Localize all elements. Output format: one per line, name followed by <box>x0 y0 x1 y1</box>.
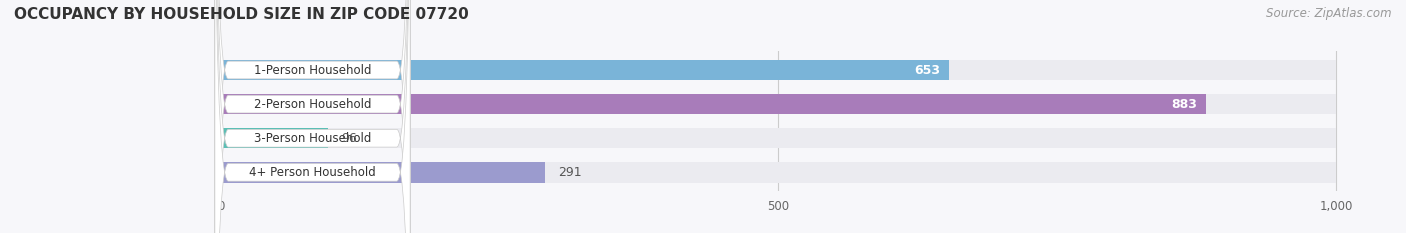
Text: 653: 653 <box>914 64 941 76</box>
Text: Source: ZipAtlas.com: Source: ZipAtlas.com <box>1267 7 1392 20</box>
Text: 96: 96 <box>342 132 357 145</box>
Text: 3-Person Household: 3-Person Household <box>254 132 371 145</box>
Text: OCCUPANCY BY HOUSEHOLD SIZE IN ZIP CODE 07720: OCCUPANCY BY HOUSEHOLD SIZE IN ZIP CODE … <box>14 7 468 22</box>
Bar <box>221 94 1205 114</box>
Text: 4+ Person Household: 4+ Person Household <box>249 166 375 179</box>
Text: 883: 883 <box>1171 98 1197 111</box>
FancyBboxPatch shape <box>215 0 411 233</box>
Bar <box>221 162 546 182</box>
Bar <box>221 162 1336 182</box>
Bar <box>221 94 1336 114</box>
Bar <box>221 128 1336 148</box>
Bar <box>221 128 328 148</box>
Text: 291: 291 <box>558 166 582 179</box>
FancyBboxPatch shape <box>215 0 411 233</box>
Bar <box>221 60 949 80</box>
Bar <box>221 60 1336 80</box>
Text: 2-Person Household: 2-Person Household <box>253 98 371 111</box>
FancyBboxPatch shape <box>215 0 411 233</box>
FancyBboxPatch shape <box>215 0 411 233</box>
Text: 1-Person Household: 1-Person Household <box>253 64 371 76</box>
